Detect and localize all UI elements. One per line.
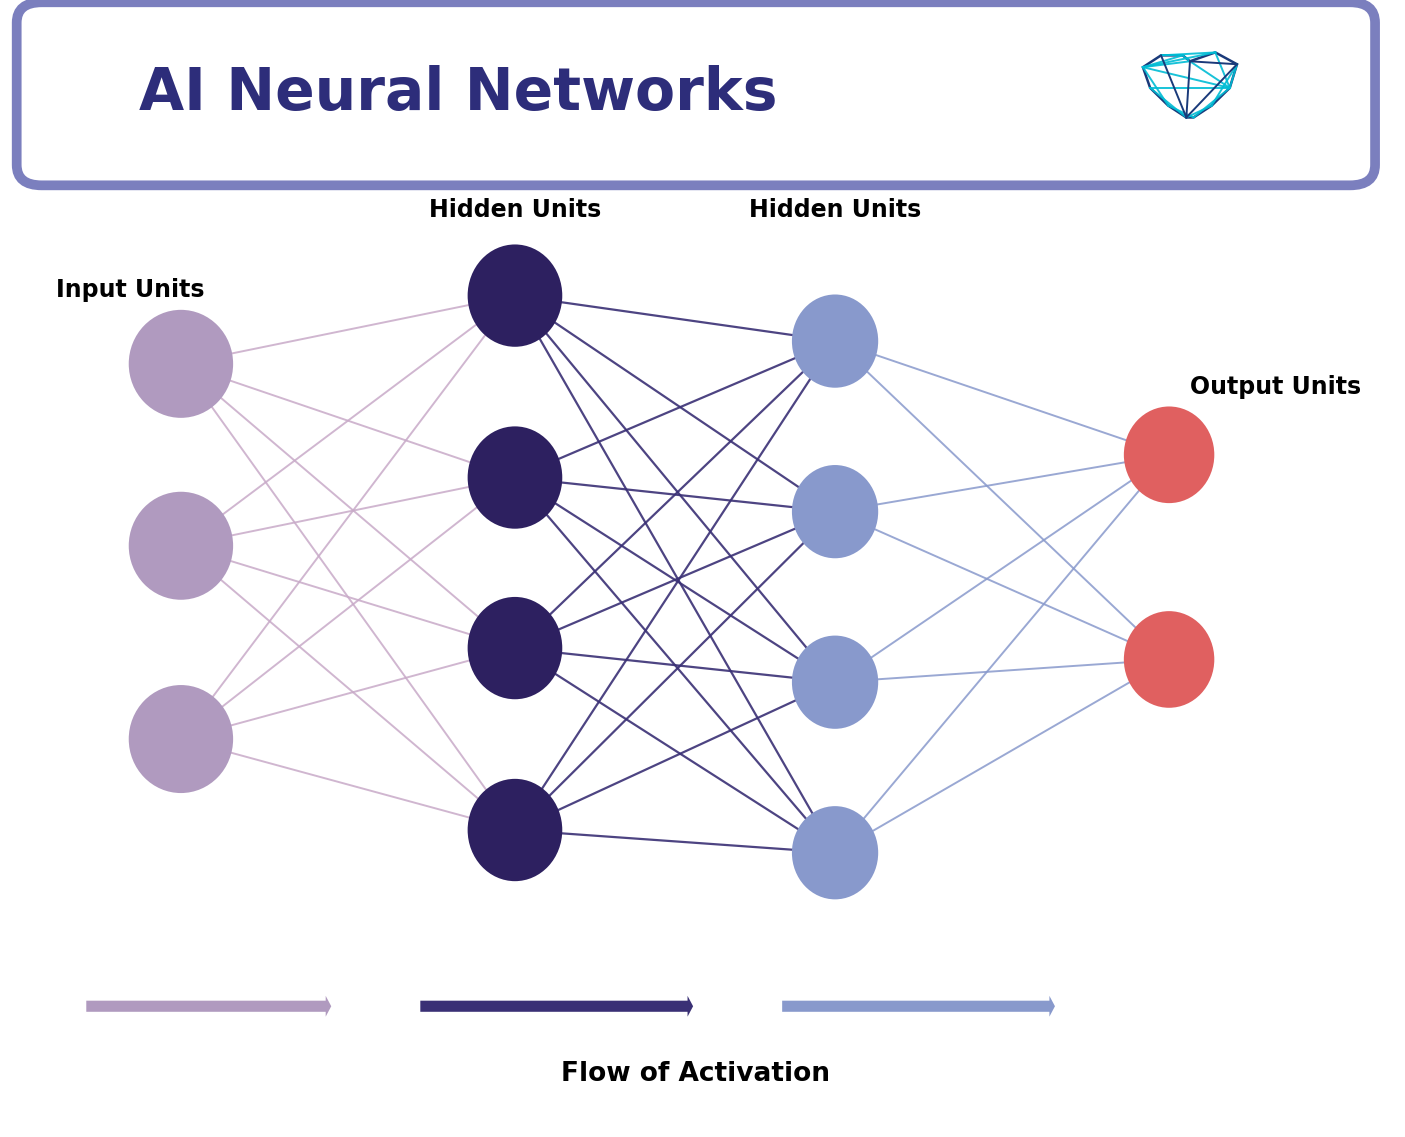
Ellipse shape xyxy=(792,636,878,729)
Ellipse shape xyxy=(1124,612,1214,707)
Ellipse shape xyxy=(468,779,562,881)
Ellipse shape xyxy=(129,684,233,794)
Text: Input Units: Input Units xyxy=(56,277,204,302)
Ellipse shape xyxy=(129,491,233,600)
Ellipse shape xyxy=(1124,407,1214,504)
Ellipse shape xyxy=(792,806,878,899)
Ellipse shape xyxy=(792,294,878,388)
Ellipse shape xyxy=(468,244,562,347)
Text: Output Units: Output Units xyxy=(1190,374,1361,399)
Text: Hidden Units: Hidden Units xyxy=(749,198,922,223)
Ellipse shape xyxy=(468,426,562,529)
FancyBboxPatch shape xyxy=(17,2,1375,185)
Ellipse shape xyxy=(468,597,562,699)
Text: Flow of Activation: Flow of Activation xyxy=(562,1062,830,1087)
Ellipse shape xyxy=(129,310,233,418)
Ellipse shape xyxy=(792,465,878,558)
Text: AI Neural Networks: AI Neural Networks xyxy=(139,65,778,123)
Text: Hidden Units: Hidden Units xyxy=(429,198,601,223)
